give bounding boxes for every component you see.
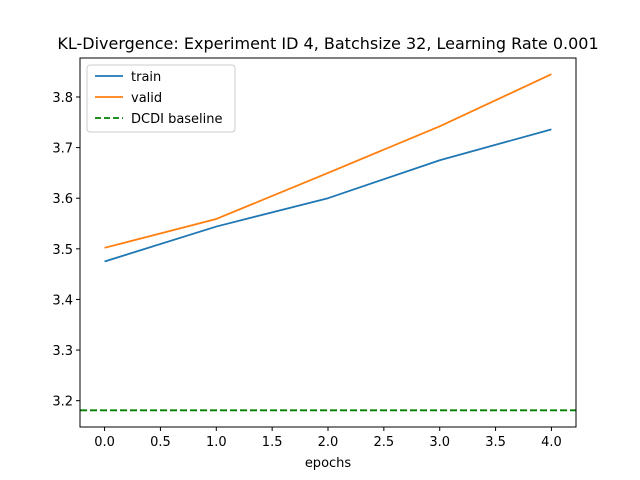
legend-label: DCDI baseline <box>131 112 223 127</box>
x-tick-label: 2.0 <box>318 435 339 450</box>
legend-box <box>86 64 236 133</box>
x-tick-label: 3.0 <box>429 435 450 450</box>
legend-label: valid <box>131 91 162 106</box>
y-axis: 3.2 3.3 3.4 3.5 3.6 3.7 3.8 <box>52 91 80 410</box>
x-axis: 0.0 0.5 1.0 1.5 2.0 2.5 3.0 3.5 4.0 <box>94 427 562 450</box>
x-tick-label: 1.5 <box>262 435 283 450</box>
y-tick-label: 3.2 <box>52 395 73 410</box>
y-tick-label: 3.8 <box>52 91 73 106</box>
x-tick-label: 3.5 <box>485 435 506 450</box>
legend-label: train <box>131 70 161 85</box>
y-tick-label: 3.7 <box>52 142 73 157</box>
series-line-valid <box>104 73 552 249</box>
x-tick-label: 0.5 <box>150 435 171 450</box>
y-tick-label: 3.3 <box>52 344 73 359</box>
x-tick-label: 2.5 <box>374 435 395 450</box>
x-tick-label: 4.0 <box>541 435 562 450</box>
legend: train valid DCDI baseline <box>86 64 236 133</box>
y-tick-label: 3.4 <box>52 293 73 308</box>
y-tick-label: 3.5 <box>52 243 73 258</box>
x-tick-label: 1.0 <box>206 435 227 450</box>
series-line-train <box>104 128 552 263</box>
x-axis-label: epochs <box>305 456 352 471</box>
chart-title: KL-Divergence: Experiment ID 4, Batchsiz… <box>57 34 598 53</box>
x-tick-label: 0.0 <box>94 435 115 450</box>
y-tick-label: 3.6 <box>52 192 73 207</box>
